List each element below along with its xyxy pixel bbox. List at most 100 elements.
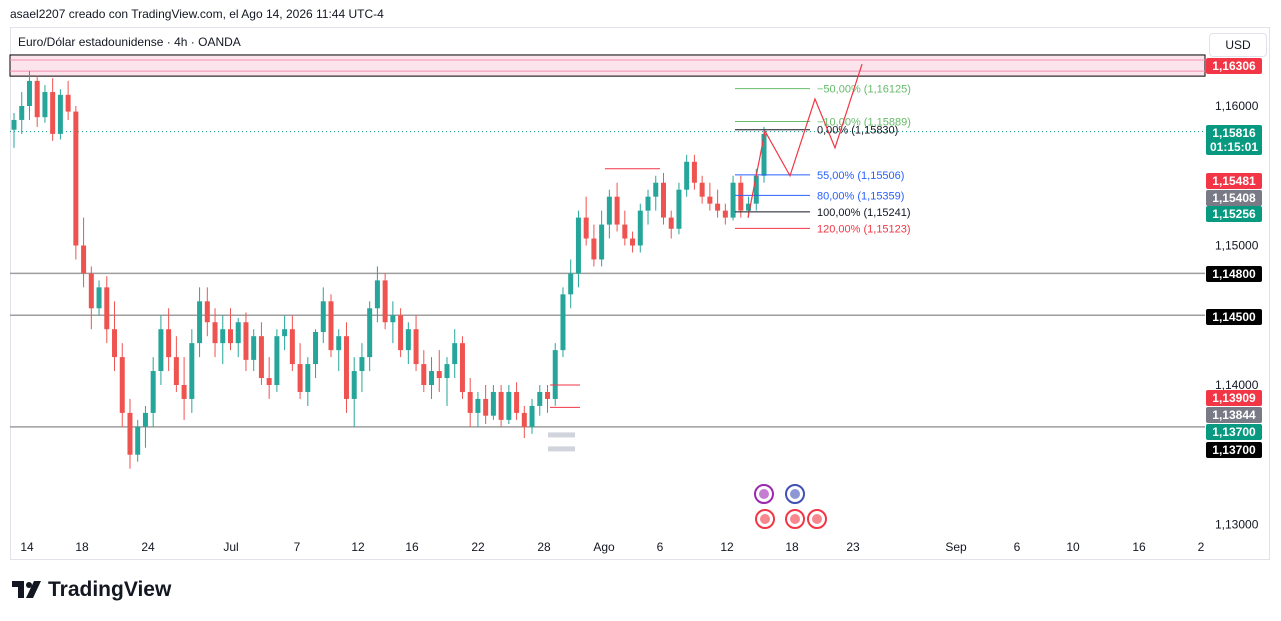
fib-level-label: −50,00% (1,16125): [817, 84, 911, 96]
time-tick-label: 18: [75, 540, 89, 554]
candle-body: [73, 111, 79, 246]
projection-path: [747, 63, 863, 218]
economic-event-icon-dot: [790, 489, 800, 499]
candle-body: [722, 210, 728, 218]
tradingview-logo[interactable]: TradingView: [12, 578, 171, 602]
candle-body: [305, 364, 311, 392]
candle-body: [707, 196, 713, 204]
price-label-bg: [1206, 139, 1262, 155]
price-tick-label: 1,16000: [1215, 99, 1259, 113]
price-label-text: 1,16306: [1212, 59, 1256, 73]
price-tick-label: 1,13000: [1215, 518, 1259, 532]
candle-body: [398, 315, 404, 351]
candle-body: [142, 412, 148, 427]
candle-body: [19, 106, 25, 120]
candle-body: [699, 182, 705, 197]
price-label-bg: [1206, 309, 1262, 325]
time-tick-label: 12: [720, 540, 734, 554]
candle-body: [34, 80, 40, 118]
gap-marker: [548, 432, 575, 438]
price-label-text: 1,13700: [1212, 425, 1256, 439]
candle-body: [545, 391, 551, 399]
chart-area[interactable]: [10, 27, 1270, 560]
price-label-text: 1,13909: [1212, 391, 1256, 405]
candle-body: [761, 133, 767, 176]
time-tick-label: 2: [1198, 540, 1205, 554]
candle-body: [251, 336, 257, 360]
candle-body: [622, 224, 628, 239]
time-tick-label: 7: [294, 540, 301, 554]
price-label-bg: [1206, 58, 1262, 74]
candle-body: [490, 391, 496, 416]
time-tick-label: 12: [351, 540, 365, 554]
candle-body: [297, 364, 303, 392]
candle-body: [436, 371, 442, 379]
candle-body: [599, 224, 605, 260]
price-label-bg: [1206, 266, 1262, 282]
tradingview-logo-icon: [12, 581, 41, 598]
price-label-bg: [1206, 424, 1262, 440]
candle-body: [81, 245, 87, 274]
price-tick-label: 1,14000: [1215, 378, 1259, 392]
candle-body: [521, 412, 527, 427]
time-tick-label: 23: [846, 540, 860, 554]
candle-body: [11, 119, 17, 130]
time-tick-label: 22: [471, 540, 485, 554]
symbol-label[interactable]: Euro/Dólar estadounidense · 4h · OANDA: [18, 35, 241, 49]
resistance-zone-rect: [9, 54, 1206, 77]
candle-body: [452, 343, 458, 365]
candle-body: [382, 280, 388, 323]
candle-body: [475, 398, 481, 413]
candle-body: [289, 329, 295, 365]
candle-body: [96, 287, 102, 309]
candle-body: [127, 412, 133, 455]
price-label-text: 1,13700: [1212, 443, 1256, 457]
time-tick-label: 18: [785, 540, 799, 554]
candle-body: [506, 391, 512, 420]
candle-body: [88, 273, 94, 309]
candle-body: [498, 391, 504, 420]
candle-body: [189, 343, 195, 399]
price-label-bg: [1206, 390, 1262, 406]
candle-body: [313, 331, 319, 365]
price-label-bg: [1206, 206, 1262, 222]
candle-body: [529, 405, 535, 427]
time-tick-label: Sep: [945, 540, 967, 554]
time-tick-label: 24: [141, 540, 155, 554]
candle-body: [483, 398, 489, 416]
event-icons: [754, 484, 827, 529]
candle-body: [715, 203, 721, 211]
candle-body: [390, 315, 396, 323]
candle-body: [467, 391, 473, 413]
candle-body: [653, 182, 659, 197]
price-label-text: 1,15256: [1212, 207, 1256, 221]
candle-body: [158, 329, 164, 372]
price-label-text: 1,14800: [1212, 267, 1256, 281]
candle-body: [753, 175, 759, 204]
economic-event-icon-dot: [760, 514, 770, 524]
fibonacci: −50,00% (1,16125) −10,00% (1,15889)0,00% …: [735, 84, 911, 235]
fib-level-label: −10,00% (1,15889): [817, 116, 911, 128]
price-axis: 1,16000 1,15000 1,14000 1,13000: [1215, 99, 1259, 532]
candle-body: [614, 196, 620, 225]
fib-level-label: 55,00% (1,15506): [817, 170, 904, 182]
candle-body: [730, 182, 736, 218]
candle-body: [235, 322, 241, 344]
candle-body: [65, 94, 71, 112]
candle-body: [676, 189, 682, 229]
candle-body: [351, 371, 357, 399]
candle-body: [746, 203, 752, 211]
candle-body: [227, 329, 233, 344]
fib-level-label: 80,00% (1,15359): [817, 190, 904, 202]
candle-body: [258, 336, 264, 379]
time-tick-label: Jul: [223, 540, 238, 554]
candle-body: [367, 308, 373, 358]
price-label-text: 1,15481: [1212, 174, 1256, 188]
level-lines: [10, 131, 1205, 428]
candle-body: [660, 182, 666, 218]
candle-body: [57, 94, 63, 134]
candle-body: [212, 322, 218, 344]
currency-selector[interactable]: USD: [1209, 33, 1267, 57]
candle-body: [668, 217, 674, 229]
